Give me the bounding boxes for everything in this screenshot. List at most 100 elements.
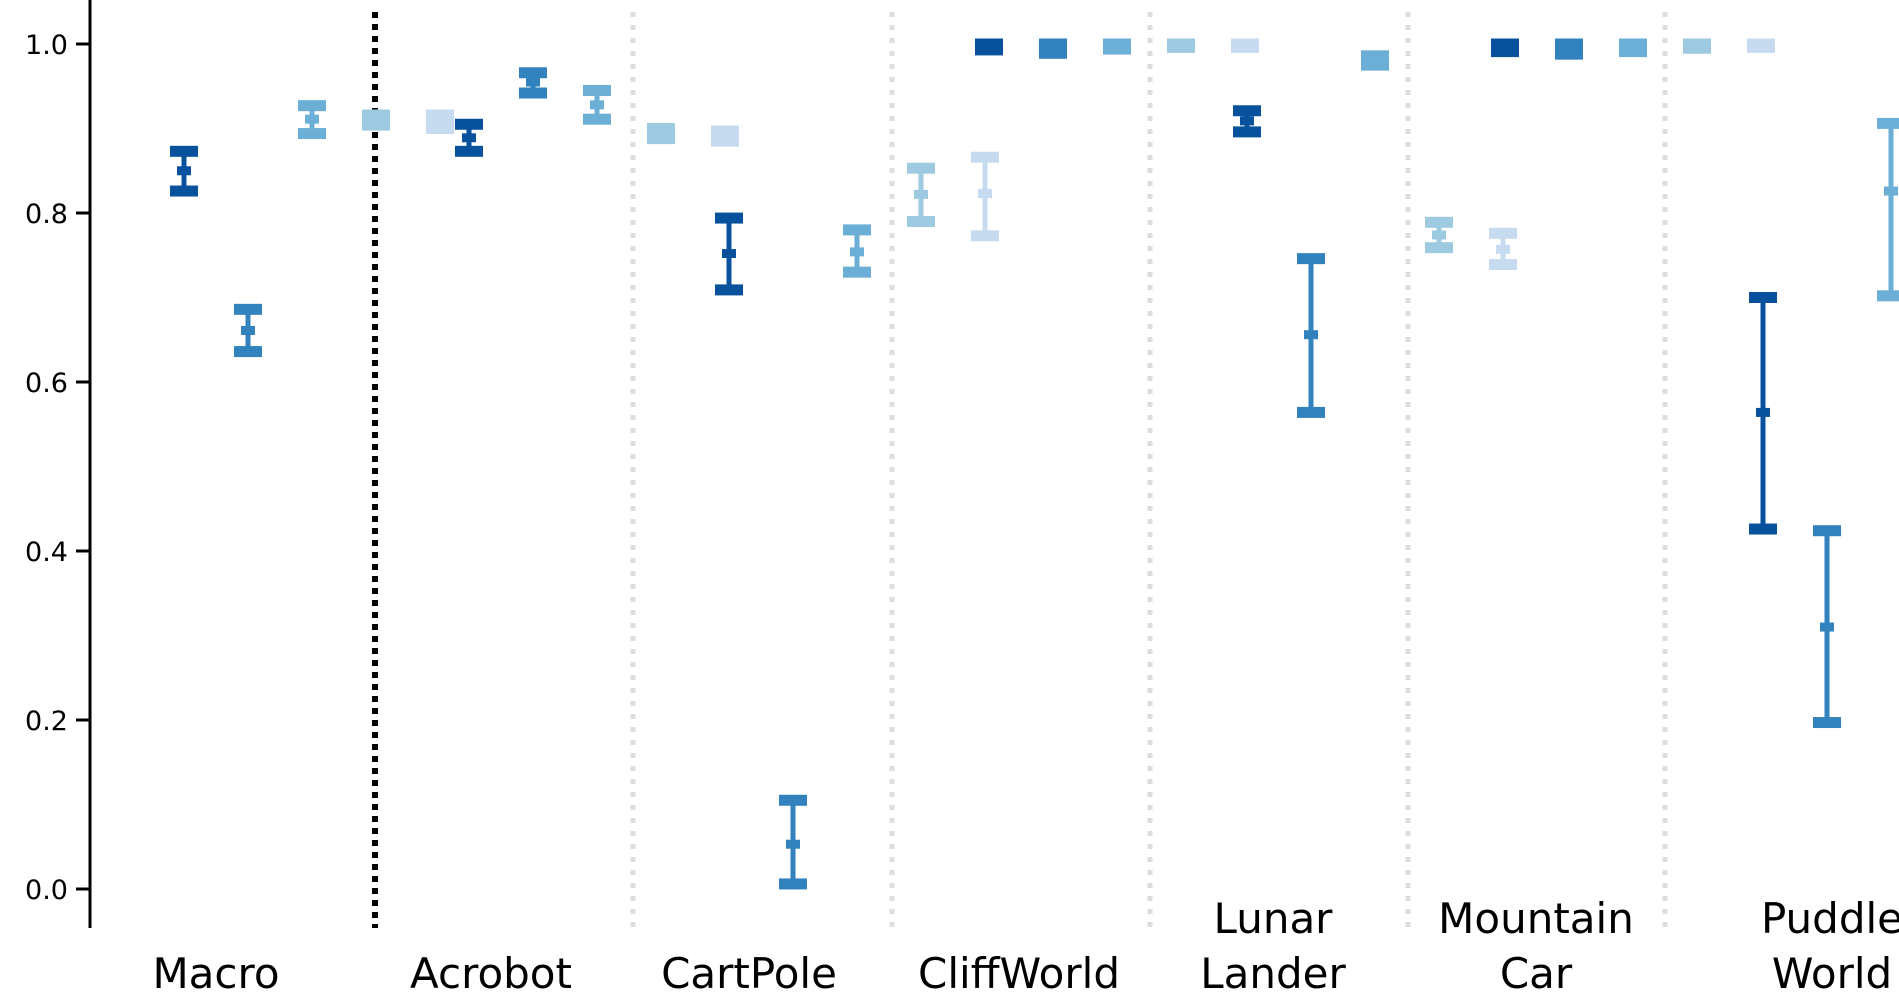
y-tick-label: 0.8: [25, 199, 68, 230]
mean-marker: [1496, 244, 1510, 254]
error-bar-cap-top: [1297, 253, 1325, 265]
error-bar-cap-bottom: [583, 113, 611, 125]
error-bar: [779, 794, 807, 890]
error-bar-marks: [170, 38, 1899, 890]
error-bar: [1555, 38, 1583, 60]
error-bar-block: [1103, 38, 1131, 55]
error-bar-cap-top: [298, 100, 326, 112]
mean-marker: [1820, 622, 1834, 632]
y-tick-label: 0.4: [25, 537, 68, 568]
error-bar-cap-bottom: [519, 87, 547, 99]
error-bar-cap-bottom: [1749, 523, 1777, 535]
error-bar-block: [1555, 38, 1583, 60]
category-label: Mountain: [1438, 894, 1634, 943]
error-bar-cap-bottom: [234, 346, 262, 358]
error-bar-cap-top: [1813, 525, 1841, 537]
error-bar: [583, 84, 611, 125]
error-bar: [1749, 292, 1777, 535]
mean-marker: [526, 77, 540, 87]
error-bar: [843, 224, 871, 278]
error-bar: [1425, 216, 1453, 254]
mean-marker: [786, 839, 800, 849]
error-bar-cap-bottom: [1233, 126, 1261, 138]
error-bar: [234, 303, 262, 358]
error-bar: [1747, 38, 1775, 53]
error-bar-cap-bottom: [1297, 406, 1325, 418]
category-label: World: [1772, 949, 1892, 998]
error-bar-cap-bottom: [298, 128, 326, 140]
error-bar: [426, 109, 454, 134]
error-bar-cap-bottom: [1813, 717, 1841, 729]
mean-marker: [1432, 230, 1446, 240]
error-bar-cap-top: [1489, 227, 1517, 239]
error-bar-block: [1231, 38, 1259, 53]
error-bar-cap-bottom: [843, 266, 871, 278]
error-bar-line: [1888, 123, 1894, 296]
error-bar: [1489, 227, 1517, 271]
error-bar-cap-top: [779, 794, 807, 806]
error-bar: [715, 212, 743, 296]
category-group: [1491, 38, 1775, 60]
error-bar: [711, 125, 739, 147]
mean-marker: [1756, 407, 1770, 417]
error-bar-cap-bottom: [170, 185, 198, 197]
error-bar: [975, 38, 1003, 56]
error-bar: [647, 123, 675, 145]
mean-marker: [1304, 330, 1318, 340]
error-bar: [1683, 38, 1711, 54]
mean-marker: [590, 100, 604, 110]
mean-marker: [914, 189, 928, 199]
mean-marker: [241, 325, 255, 335]
error-bar: [1167, 38, 1195, 53]
y-tick-label: 0.6: [25, 368, 68, 399]
error-bar-cap-top: [234, 303, 262, 315]
error-bar-cap-bottom: [1489, 259, 1517, 271]
category-separators: [372, 12, 1668, 928]
error-bar-block: [1361, 50, 1389, 71]
category-labels: Macro Acrobot CartPole CliffWorld Lunar Lande…: [152, 894, 1899, 998]
category-group: [1233, 50, 1517, 418]
error-bar-cap-top: [1749, 292, 1777, 303]
error-bar: [362, 109, 390, 131]
error-bar-block: [1491, 38, 1519, 58]
error-bar: [1491, 38, 1519, 58]
error-bar-block: [362, 109, 390, 131]
error-bar-cap-bottom: [715, 284, 743, 296]
mean-marker: [722, 249, 736, 259]
error-bar-cap-bottom: [1425, 242, 1453, 254]
category-group: [975, 38, 1259, 59]
mean-marker: [462, 133, 476, 143]
error-bar: [170, 145, 198, 197]
error-bar-block: [1683, 38, 1711, 54]
error-bar-cap-top: [583, 84, 611, 96]
category-label: Car: [1500, 949, 1573, 998]
mean-marker: [1884, 186, 1898, 196]
error-bar-block: [1619, 38, 1647, 58]
category-group: [1749, 117, 1899, 729]
error-bar: [298, 100, 326, 140]
error-bar: [455, 118, 483, 157]
error-bar-block: [426, 109, 454, 134]
error-bar: [1813, 525, 1841, 729]
error-bar-cap-top: [519, 67, 547, 79]
error-bar-cap-top: [971, 151, 999, 163]
category-label: Acrobot: [410, 949, 572, 998]
category-label: Puddle: [1761, 894, 1899, 943]
mean-marker: [305, 114, 319, 124]
category-group: [455, 67, 739, 157]
error-bar-block: [711, 125, 739, 147]
error-bar-cap-top: [455, 118, 483, 130]
error-bar: [907, 162, 935, 227]
category-label: Lander: [1200, 949, 1346, 998]
error-bar-cap-top: [843, 224, 871, 236]
error-bar: [1297, 253, 1325, 418]
error-bar-block: [1167, 38, 1195, 53]
error-bar-cap-top: [1233, 105, 1261, 117]
error-bar: [1877, 117, 1899, 302]
mean-marker: [1240, 116, 1254, 126]
error-bar-block: [1747, 38, 1775, 53]
error-bar-cap-bottom: [907, 215, 935, 227]
error-bar-cap-bottom: [1877, 290, 1899, 302]
category-label: CliffWorld: [918, 949, 1120, 998]
